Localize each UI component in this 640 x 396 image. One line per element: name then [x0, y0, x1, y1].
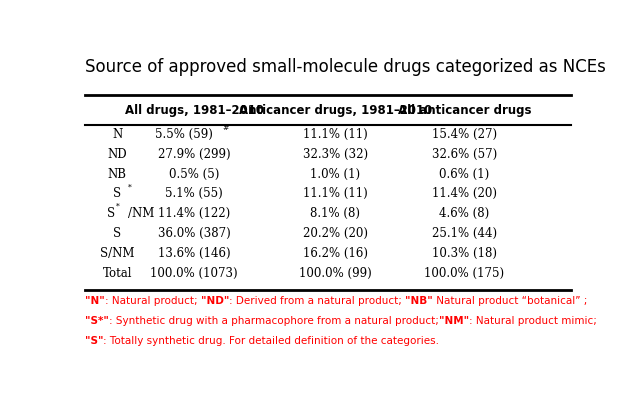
Text: ND: ND	[108, 148, 127, 161]
Text: 11.1% (11): 11.1% (11)	[303, 128, 368, 141]
Text: 32.6% (57): 32.6% (57)	[432, 148, 497, 161]
Text: S: S	[113, 227, 121, 240]
Text: #: #	[223, 124, 229, 132]
Text: 8.1% (8): 8.1% (8)	[310, 207, 360, 220]
Text: 0.6% (1): 0.6% (1)	[439, 168, 490, 181]
Text: "S": "S"	[85, 336, 104, 346]
Text: : Natural product mimic;: : Natural product mimic;	[469, 316, 596, 326]
Text: 4.6% (8): 4.6% (8)	[439, 207, 490, 220]
Text: 100.0% (99): 100.0% (99)	[299, 267, 372, 280]
Text: 11.1% (11): 11.1% (11)	[303, 187, 368, 200]
Text: Natural product “botanical” ;: Natural product “botanical” ;	[433, 296, 588, 306]
Text: S/NM: S/NM	[100, 247, 134, 260]
Text: 10.3% (18): 10.3% (18)	[432, 247, 497, 260]
Text: "NB": "NB"	[405, 296, 433, 306]
Text: "N": "N"	[85, 296, 105, 306]
Text: "S*": "S*"	[85, 316, 109, 326]
Text: S: S	[107, 207, 115, 220]
Text: Total: Total	[102, 267, 132, 280]
Text: 5.1% (55): 5.1% (55)	[165, 187, 223, 200]
Text: 0.5% (5): 0.5% (5)	[169, 168, 220, 181]
Text: All drugs, 1981–2010: All drugs, 1981–2010	[125, 103, 264, 116]
Text: 15.4% (27): 15.4% (27)	[432, 128, 497, 141]
Text: Source of approved small-molecule drugs categorized as NCEs: Source of approved small-molecule drugs …	[85, 58, 606, 76]
Text: S: S	[113, 187, 121, 200]
Text: 25.1% (44): 25.1% (44)	[432, 227, 497, 240]
Text: : Totally synthetic drug. For detailed definition of the categories.: : Totally synthetic drug. For detailed d…	[104, 336, 440, 346]
Text: *: *	[116, 203, 120, 211]
Text: /NM: /NM	[128, 207, 154, 220]
Text: N: N	[112, 128, 122, 141]
Text: "ND": "ND"	[200, 296, 229, 306]
Text: 1.0% (1): 1.0% (1)	[310, 168, 360, 181]
Text: 11.4% (20): 11.4% (20)	[432, 187, 497, 200]
Text: 100.0% (175): 100.0% (175)	[424, 267, 504, 280]
Text: : Derived from a natural product;: : Derived from a natural product;	[229, 296, 405, 306]
Text: NB: NB	[108, 168, 127, 181]
Text: 13.6% (146): 13.6% (146)	[158, 247, 230, 260]
Text: 16.2% (16): 16.2% (16)	[303, 247, 368, 260]
Text: 5.5% (59): 5.5% (59)	[156, 128, 213, 141]
Text: *: *	[128, 183, 132, 191]
Text: 36.0% (387): 36.0% (387)	[157, 227, 230, 240]
Text: Anticancer drugs, 1981–2010: Anticancer drugs, 1981–2010	[239, 103, 432, 116]
Text: 32.3% (32): 32.3% (32)	[303, 148, 368, 161]
Text: "NM": "NM"	[438, 316, 469, 326]
Text: 11.4% (122): 11.4% (122)	[158, 207, 230, 220]
Text: All anticancer drugs: All anticancer drugs	[397, 103, 531, 116]
Text: : Synthetic drug with a pharmacophore from a natural product;: : Synthetic drug with a pharmacophore fr…	[109, 316, 438, 326]
Text: 27.9% (299): 27.9% (299)	[158, 148, 230, 161]
Text: 100.0% (1073): 100.0% (1073)	[150, 267, 238, 280]
Text: 20.2% (20): 20.2% (20)	[303, 227, 368, 240]
Text: : Natural product;: : Natural product;	[105, 296, 200, 306]
